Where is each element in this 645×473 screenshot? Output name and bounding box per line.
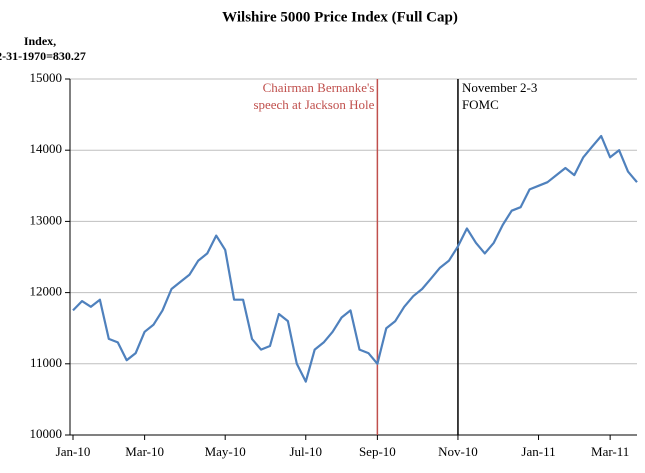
y-tick-label: 13000 [30,212,63,227]
y-tick-label: 10000 [30,426,63,441]
chart-title: Wilshire 5000 Price Index (Full Cap) [222,9,458,25]
x-tick-label: Jan-11 [521,444,555,459]
x-tick-label: Mar-10 [125,444,164,459]
data-line [72,134,638,383]
y-axis-label: 12-31-1970=830.27 [0,49,86,63]
y-tick-label: 12000 [30,284,63,299]
x-tick-label: Jan-10 [56,444,91,459]
y-axis-label: Index, [24,34,56,48]
annotation: FOMC [462,97,499,112]
y-tick-label: 15000 [30,70,63,85]
y-tick-label: 14000 [30,141,63,156]
x-tick-label: Sep-10 [359,444,396,459]
annotation: speech at Jackson Hole [253,97,374,112]
x-tick-label: May-10 [205,444,246,459]
x-tick-label: Mar-11 [591,444,629,459]
x-tick-label: Nov-10 [438,444,478,459]
x-tick-label: Jul-10 [290,444,323,459]
annotation: November 2-3 [462,80,537,95]
annotation: Chairman Bernanke's [263,80,375,95]
y-tick-label: 11000 [30,355,62,370]
